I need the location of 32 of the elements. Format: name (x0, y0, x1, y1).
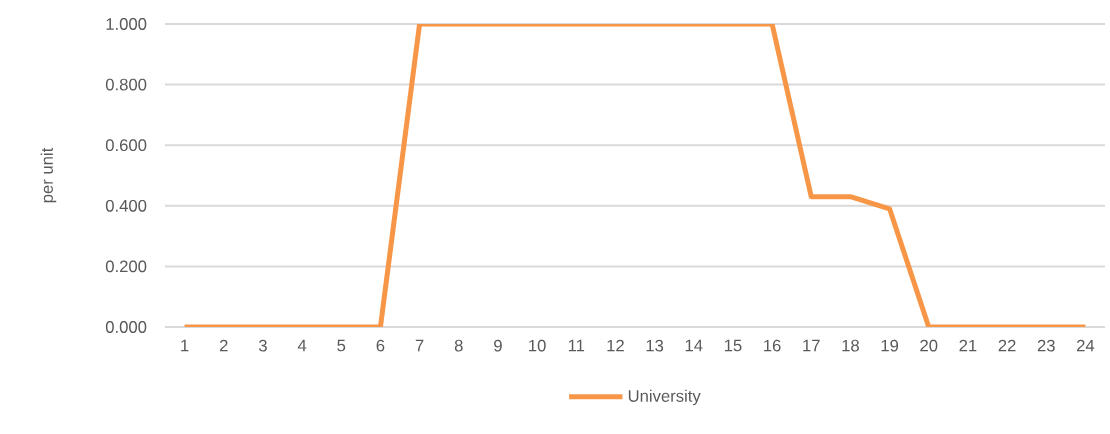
x-tick-label: 21 (959, 339, 977, 352)
x-tick-label: 7 (415, 339, 424, 352)
x-tick-label: 4 (297, 339, 307, 352)
y-tick-label: 0.600 (105, 139, 147, 152)
x-tick-label: 16 (764, 339, 781, 352)
x-tick-label: 19 (881, 339, 899, 352)
x-tick-label: 18 (842, 339, 859, 352)
y-axis-title: per unit (40, 147, 57, 203)
x-tick-label: 24 (1076, 339, 1095, 352)
x-tick-label: 9 (494, 339, 502, 352)
x-tick-label: 1 (181, 339, 189, 352)
y-tick-label: 0.400 (105, 199, 147, 212)
y-tick-label: 1.000 (106, 18, 147, 30)
x-tick-label: 12 (607, 339, 624, 352)
x-tick-label: 10 (529, 339, 546, 352)
x-tick-label: 11 (568, 339, 585, 352)
x-tick-label: 20 (920, 339, 938, 352)
x-tick-label: 3 (258, 339, 267, 352)
x-tick-label: 6 (376, 339, 385, 352)
x-tick-label: 8 (454, 339, 463, 352)
y-tick-label: 0.200 (105, 260, 147, 273)
x-tick-label: 5 (337, 339, 346, 352)
legend-label: University (628, 389, 701, 406)
y-tick-label: 0.000 (105, 321, 147, 333)
y-tick-label: 0.800 (105, 78, 147, 91)
x-tick-label: 13 (646, 339, 664, 352)
x-tick-label: 23 (1037, 339, 1055, 352)
x-tick-label: 17 (803, 339, 820, 352)
x-tick-label: 14 (685, 339, 703, 352)
x-tick-label: 2 (219, 339, 228, 352)
x-tick-label: 15 (724, 339, 742, 352)
x-tick-label: 22 (998, 339, 1016, 352)
